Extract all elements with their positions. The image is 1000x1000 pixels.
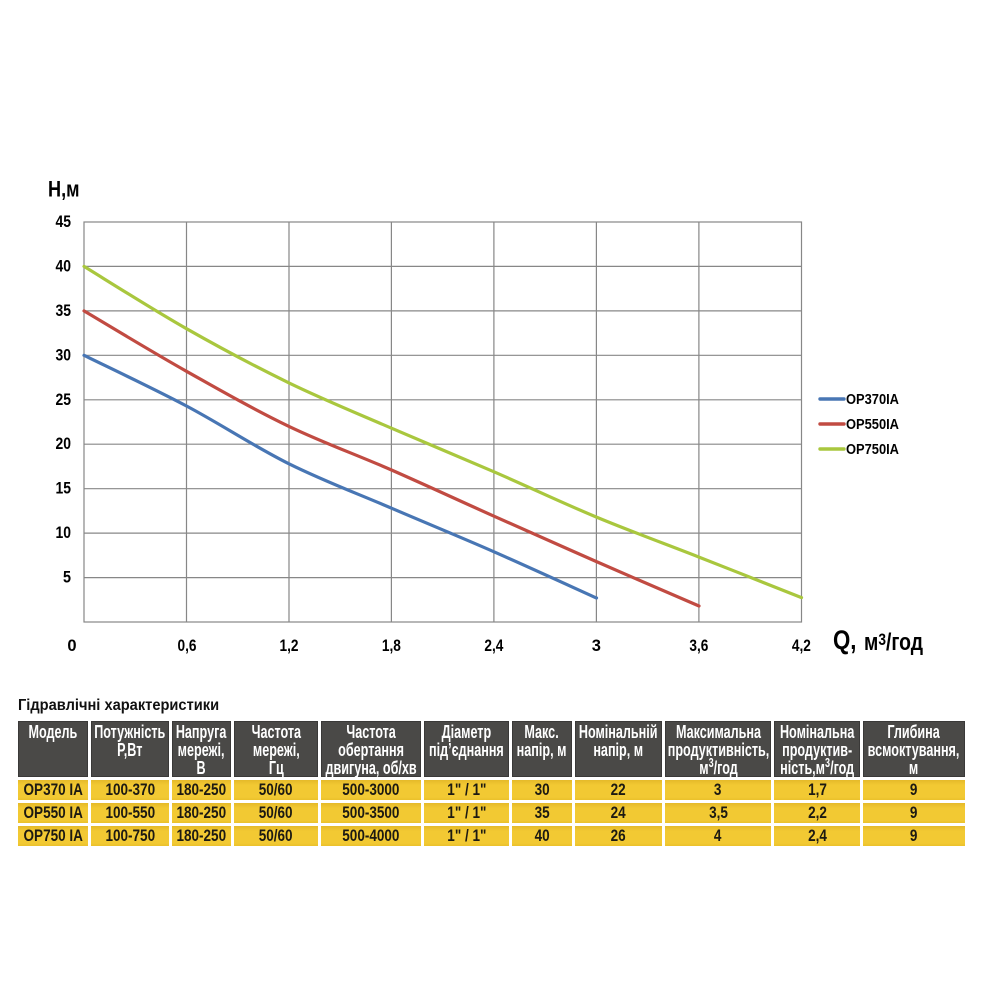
svg-text:0,6: 0,6 [178,637,197,655]
svg-text:1,8: 1,8 [382,637,401,655]
svg-text:20: 20 [56,435,72,453]
svg-text:5: 5 [63,569,71,587]
svg-text:30: 30 [56,346,72,364]
svg-text:25: 25 [56,391,72,409]
svg-text:45: 45 [56,213,72,231]
svg-text:35: 35 [56,302,72,320]
svg-text:0: 0 [67,637,76,655]
svg-text:м3/год: м3/год [864,629,923,656]
svg-text:3,6: 3,6 [689,637,708,655]
svg-text:OP550IA: OP550IA [846,417,899,433]
svg-text:4,2: 4,2 [792,637,811,655]
svg-text:1,2: 1,2 [280,637,299,655]
svg-text:OP750IA: OP750IA [846,442,899,458]
svg-text:Q,: Q, [833,625,857,655]
svg-text:H,м: H,м [48,177,80,202]
svg-text:2,4: 2,4 [484,637,504,655]
svg-text:3: 3 [592,637,601,655]
svg-text:OP370IA: OP370IA [846,392,899,408]
svg-text:15: 15 [56,480,72,498]
svg-text:40: 40 [56,257,72,275]
svg-text:10: 10 [56,524,72,542]
